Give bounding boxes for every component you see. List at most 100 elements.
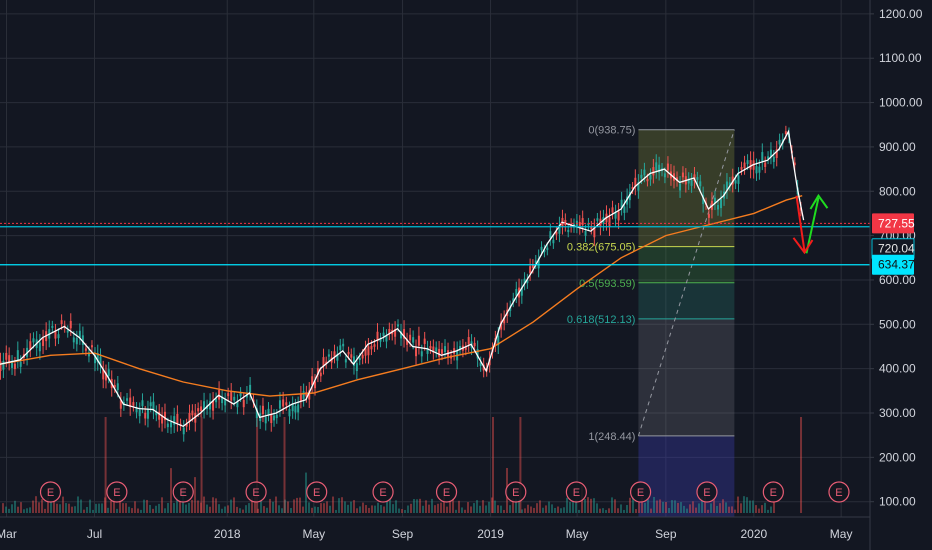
candle-body [358,357,361,361]
price-line-path [0,129,805,428]
earnings-event-marker[interactable]: E [106,481,128,503]
time-axis-label: Jul [87,527,102,541]
volume-bar [77,496,79,513]
arrow-up-head[interactable] [809,193,829,210]
price-badge-bg [872,254,914,275]
volume-bar [365,505,367,513]
volume-bar [2,503,4,513]
volume-bar [257,508,259,513]
arrow-up-shaft[interactable] [805,197,820,254]
candle-body [417,335,420,346]
earnings-event-marker[interactable]: E [39,481,62,503]
candle-body [473,342,476,347]
volume-bar [44,508,46,513]
fibonacci-trend-line [637,129,735,437]
event-marker-circle[interactable] [565,481,587,503]
volume-bar [758,508,760,513]
earnings-event-marker[interactable]: E [565,481,587,503]
volume-bar [374,505,376,513]
price-axis-label: 900.00 [879,140,916,154]
volume-bar [215,498,217,513]
candle-body [412,337,415,343]
candle-body [191,410,194,416]
time-axis-label: 2020 [741,527,768,541]
volume-bar [644,502,646,513]
candle-body [707,214,710,218]
earnings-event-marker[interactable]: E [172,481,194,503]
candle-body [379,338,382,342]
candle-body [90,345,93,348]
candle-body [308,390,311,400]
earnings-event-marker[interactable]: E [245,481,267,503]
arrow-annotations[interactable] [792,193,829,255]
earnings-event-marker[interactable]: E [762,481,784,503]
volume-bar [380,504,382,513]
event-marker-label: E [379,487,386,499]
time-axis-label: May [830,527,853,541]
candle-body [230,391,233,401]
arrow-down-shaft[interactable] [795,195,806,252]
fibonacci-level-label: 1(248.44) [588,431,635,443]
volume-bar [482,500,484,513]
candle-body [382,332,385,337]
event-marker-circle[interactable] [762,481,784,503]
price-badge-bg [872,213,914,234]
candle-body [146,409,149,419]
volume-bar [524,508,526,513]
earnings-event-marker[interactable]: E [629,481,652,503]
volume-bar [302,506,304,513]
candle-body [444,346,447,353]
earnings-event-marker[interactable]: E [435,481,458,503]
candle-body [394,329,397,337]
volume-bar [113,498,115,513]
fibonacci-zone [638,318,735,436]
candle-body [236,401,239,408]
earnings-event-marker[interactable]: E [696,481,718,503]
horizontal-levels[interactable] [0,222,870,266]
event-marker-circle[interactable] [106,481,128,503]
price-axis-panel[interactable] [870,0,932,550]
event-marker-circle[interactable] [696,481,718,503]
event-marker-circle[interactable] [172,481,194,503]
event-marker-circle[interactable] [306,481,328,503]
volume-bar [29,507,31,513]
volume-bar [509,505,511,513]
volume-bar [767,509,769,513]
candle-body [104,372,107,381]
earnings-event-marker[interactable]: E [306,481,328,503]
event-marker-circle[interactable] [245,481,267,503]
candle-body [743,162,746,169]
candle-body [608,217,611,228]
price-axis: 1200.001100.001000.00900.00800.00700.006… [870,7,923,509]
volume-bar [170,468,172,513]
volume-bar [146,499,148,513]
candle-body [203,401,206,411]
candle-body [305,392,308,397]
volume-bar [287,501,289,513]
event-marker-circle[interactable] [435,481,458,503]
event-marker-circle[interactable] [505,481,527,503]
candle-body [42,337,45,346]
volume-bar [560,508,562,513]
volume-bar [599,508,601,513]
candle-body [696,177,699,180]
event-marker-circle[interactable] [828,481,850,503]
volume-bar [80,499,82,513]
price-axis-label: 300.00 [879,406,916,420]
earnings-event-marker[interactable]: E [828,481,850,503]
arrow-down-head[interactable] [792,237,814,255]
candle-body [152,401,155,411]
volume-bar [269,498,271,513]
candle-body [0,361,2,371]
volume-bar [680,502,682,513]
candle-body [239,392,242,397]
earnings-event-marker[interactable]: E [372,481,394,503]
event-marker-circle[interactable] [629,481,652,503]
earnings-event-marker[interactable]: E [505,481,527,503]
volume-spike [800,417,803,513]
event-marker-circle[interactable] [372,481,394,503]
volume-bar [128,506,130,513]
event-marker-circle[interactable] [39,481,62,503]
